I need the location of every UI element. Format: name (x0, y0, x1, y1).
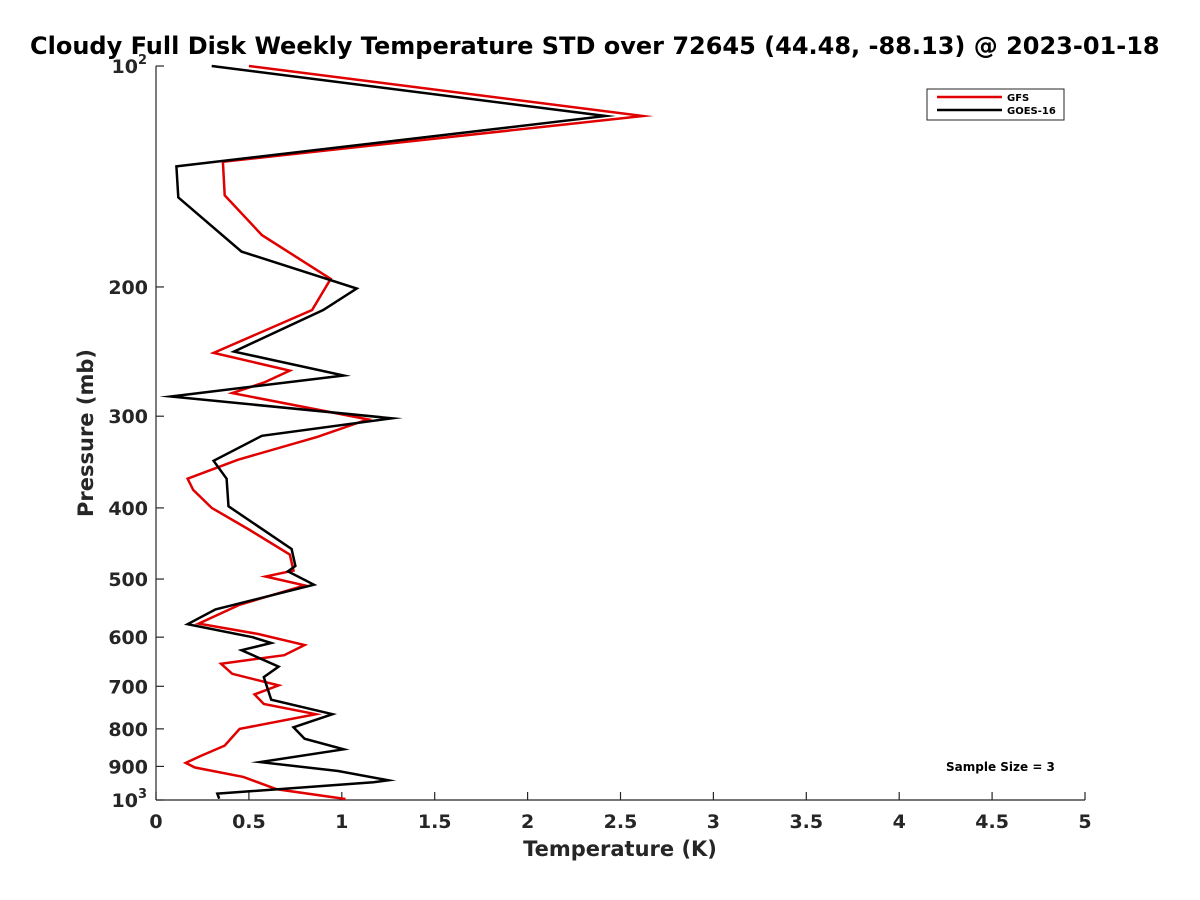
x-axis-label: Temperature (K) (523, 837, 717, 861)
legend-label-goes16: GOES-16 (1007, 106, 1056, 117)
y-tick-label: 10 (112, 790, 138, 812)
y-tick-label: 500 (108, 569, 148, 591)
y-tick-label: 300 (108, 406, 148, 428)
y-tick-exponent: 3 (138, 787, 147, 802)
y-axis-label: Pressure (mb) (74, 349, 98, 517)
y-tick-label: 700 (108, 676, 148, 698)
y-tick-label: 800 (108, 719, 148, 741)
x-tick-label: 3.5 (789, 811, 823, 833)
x-tick-label: 1.5 (418, 811, 452, 833)
x-tick-label: 4.5 (975, 811, 1009, 833)
legend: GFS GOES-16 (926, 88, 1065, 121)
x-tick-label: 5 (1078, 811, 1091, 833)
sample-size-annotation: Sample Size = 3 (946, 760, 1055, 774)
y-tick-label: 900 (108, 756, 148, 778)
x-tick-label: 4 (893, 811, 906, 833)
x-tick-label: 0 (149, 811, 162, 833)
legend-box (926, 88, 1065, 121)
plot-frame (155, 66, 1085, 801)
x-tick-label: 2 (521, 811, 534, 833)
x-tick-label: 1 (335, 811, 348, 833)
x-tick-label: 2.5 (604, 811, 638, 833)
y-tick-label: 200 (108, 277, 148, 299)
x-tick-label: 0.5 (232, 811, 266, 833)
chart-title: Cloudy Full Disk Weekly Temperature STD … (30, 32, 1160, 60)
series-layer (159, 64, 654, 801)
y-tick-label: 400 (108, 498, 148, 520)
legend-label-gfs: GFS (1007, 93, 1029, 104)
y-tick-exponent: 2 (138, 53, 147, 68)
series-line-goes16 (159, 64, 616, 800)
x-tick-label: 3 (707, 811, 720, 833)
series-line-gfs (182, 64, 654, 801)
y-tick-label: 600 (108, 627, 148, 649)
x-axis-ticks: 0 0.5 1 1.5 2 2.5 3 3.5 4 4.5 5 (149, 792, 1092, 833)
y-tick-label: 10 (112, 56, 138, 78)
